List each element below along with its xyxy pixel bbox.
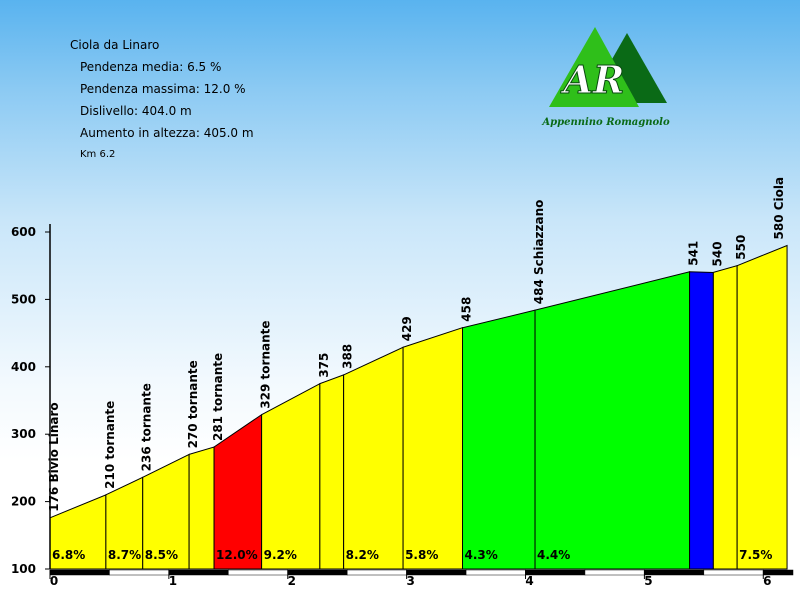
y-tick-label: 600 [11, 225, 36, 239]
y-tick-label: 100 [11, 562, 36, 576]
waypoint-label: 550 [734, 235, 748, 260]
segment-grade-label: 9.2% [264, 548, 297, 562]
waypoint-label: 540 [710, 241, 724, 266]
x-tick-label: 3 [406, 574, 414, 588]
average-grade: Pendenza media: 6.5 % [80, 60, 222, 74]
segment-grade-label: 7.5% [739, 548, 772, 562]
x-tick-label: 0 [50, 574, 58, 588]
waypoint-label: 375 [317, 353, 331, 378]
waypoint-label: 329 tornante [259, 320, 273, 408]
profile-segment [402, 327, 464, 570]
climb-title: Ciola da Linaro [70, 38, 160, 52]
x-tick-label: 2 [288, 574, 296, 588]
x-axis-band [346, 569, 407, 576]
y-tick-label: 400 [11, 360, 36, 374]
x-axis-band [109, 569, 170, 576]
x-axis-band [644, 569, 705, 576]
x-tick-label: 5 [644, 574, 652, 588]
x-axis-band [287, 569, 348, 576]
x-axis-band [49, 569, 110, 576]
segment-grade-label: 8.5% [145, 548, 178, 562]
segment-grade-label: 6.8% [52, 548, 85, 562]
climb-info: Ciola da Linaro Pendenza media: 6.5 % Pe… [70, 38, 254, 148]
waypoint-label: 429 [400, 316, 414, 341]
profile-segment [736, 244, 788, 570]
x-axis-band [525, 569, 586, 576]
appennino-romagnolo-logo: AR Appennino Romagnolo [541, 27, 670, 128]
x-axis-band [228, 569, 289, 576]
logo-tagline: Appennino Romagnolo [541, 117, 670, 128]
climb-distance: Km 6.2 [80, 149, 116, 160]
waypoint-label: 484 Schiazzano [532, 200, 546, 305]
x-tick-label: 4 [525, 574, 533, 588]
waypoint-label: 580 Ciola [772, 177, 786, 240]
x-axis-band [168, 569, 229, 576]
y-tick-label: 500 [11, 292, 36, 306]
profile-segment [462, 309, 536, 570]
x-axis-band [584, 569, 645, 576]
segment-grade-label: 4.3% [465, 548, 498, 562]
profile-segment [319, 374, 345, 570]
waypoint-label: 236 tornante [140, 383, 154, 471]
x-tick-label: 1 [169, 574, 177, 588]
waypoint-label: 458 [460, 297, 474, 322]
x-axis-band [406, 569, 467, 576]
profile-segment [534, 271, 691, 570]
segment-grade-label: 12.0% [216, 548, 258, 562]
logo-light-mountain-icon [549, 27, 639, 107]
segment-grade-label: 8.7% [108, 548, 141, 562]
elevation-difference: Dislivello: 404.0 m [80, 104, 192, 118]
segment-grade-label: 8.2% [346, 548, 379, 562]
waypoint-label: 210 tornante [103, 401, 117, 489]
segment-grade-label: 4.4% [537, 548, 570, 562]
profile-segment [343, 346, 404, 570]
logo-initials: AR [560, 57, 624, 102]
waypoint-label: 541 [687, 241, 701, 266]
y-tick-label: 200 [11, 495, 36, 509]
total-elevation-gain: Aumento in altezza: 405.0 m [80, 126, 254, 140]
profile-segment [689, 271, 714, 570]
waypoint-label: 388 [341, 344, 355, 369]
max-grade: Pendenza massima: 12.0 % [80, 82, 246, 96]
x-tick-label: 6 [763, 574, 771, 588]
x-axis-band [465, 569, 526, 576]
profile-segment [188, 446, 215, 570]
profile-segment [712, 265, 738, 570]
segment-grade-label: 5.8% [405, 548, 438, 562]
y-tick-label: 300 [11, 427, 36, 441]
waypoint-label: 176 Bivio Linaro [47, 402, 61, 511]
waypoint-label: 281 tornante [211, 353, 225, 441]
x-axis-band [703, 569, 764, 576]
profile-segment [261, 382, 321, 570]
waypoint-label: 270 tornante [186, 360, 200, 448]
